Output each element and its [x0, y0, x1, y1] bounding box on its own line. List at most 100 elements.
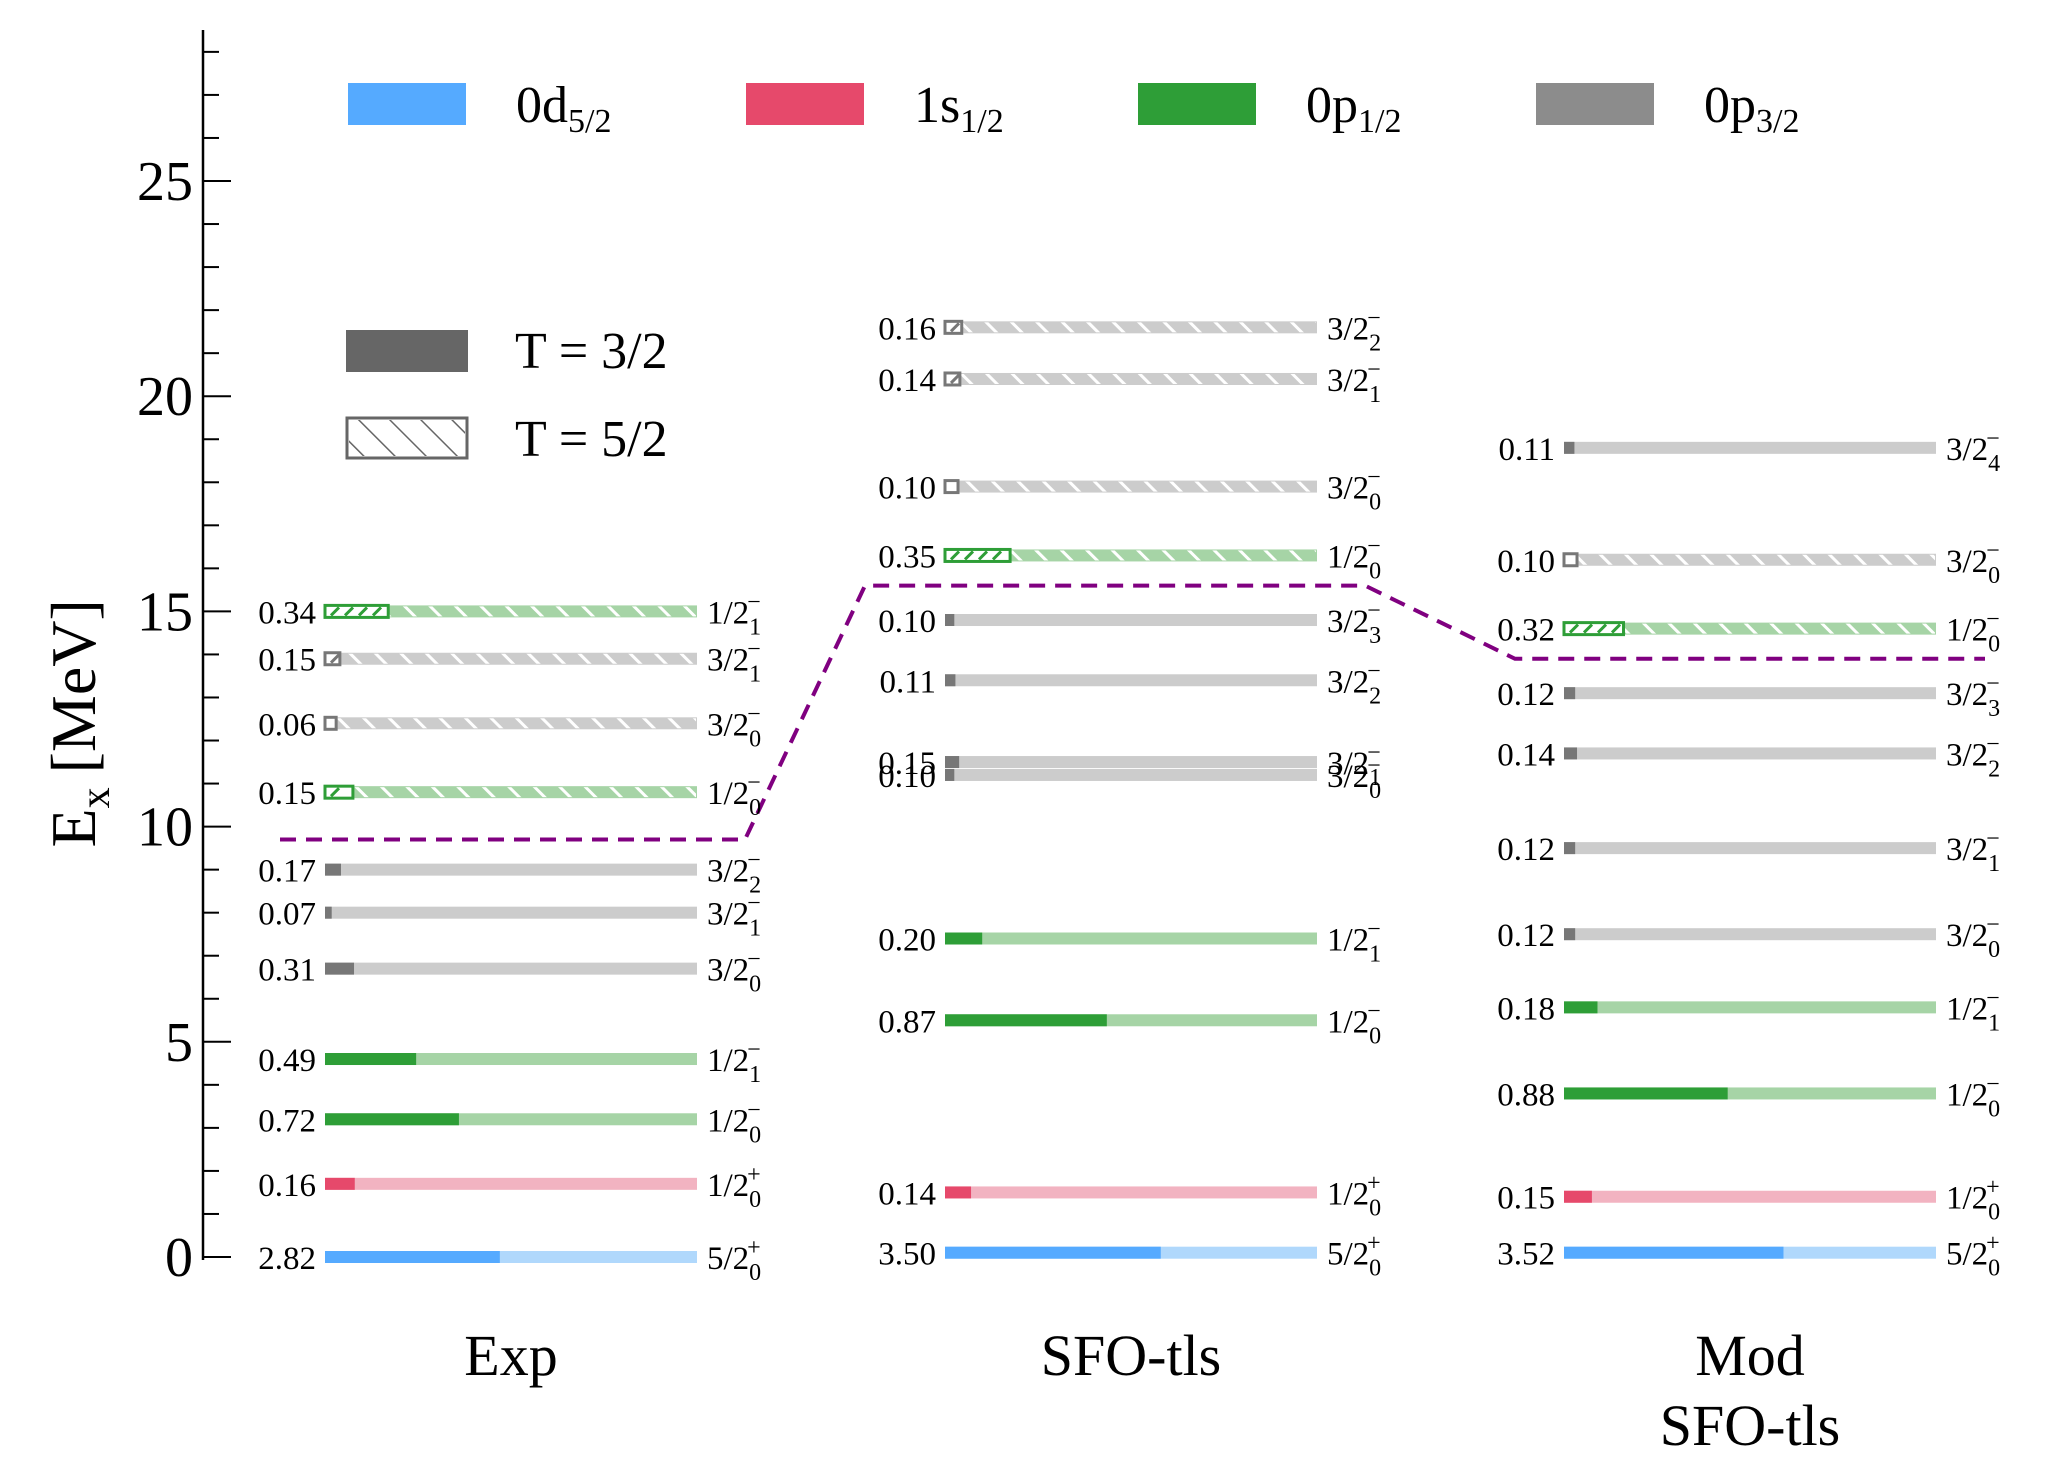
- jpi-label: 1/20+: [707, 1162, 761, 1213]
- level-hatch: [326, 787, 696, 798]
- strength-hatch: [371, 606, 383, 617]
- jpi-label: 1/21−: [1946, 985, 2000, 1036]
- sf-label: 0.14: [1497, 737, 1555, 773]
- level-bar: [325, 906, 697, 919]
- jpi-label: 5/20+: [1946, 1231, 2000, 1282]
- column-label: SFO-tls: [1041, 1323, 1222, 1388]
- jpi-label: 3/20−: [1946, 538, 2000, 589]
- level: 0.10 3/23−: [878, 598, 1381, 649]
- sf-label: 0.18: [1497, 991, 1555, 1027]
- threshold-lines: [280, 583, 1985, 842]
- jpi-label: 3/20−: [707, 947, 761, 998]
- sf-label: 0.10: [1497, 544, 1555, 580]
- level: 0.11 3/22−: [879, 658, 1381, 709]
- legend-swatch-s12: [746, 83, 864, 125]
- strength-hatch: [949, 322, 961, 333]
- sf-label: 0.17: [258, 854, 316, 890]
- legend-swatch-t52-hatch: [349, 420, 465, 456]
- level-bar: [945, 674, 1317, 687]
- jpi-label: 1/20−: [1327, 998, 1381, 1049]
- column-1: 2.82 5/20+ 0.16 1/20+ 0.72 1/20− 0.49 1/21− 0.31…: [258, 589, 761, 1286]
- threshold-line: [280, 583, 1985, 842]
- legend-label-isospin: T = 3/2: [515, 323, 668, 380]
- jpi-label: 3/20−: [707, 701, 761, 752]
- y-axis-title: Ex[MeV]: [38, 599, 119, 847]
- sf-label: 0.12: [1497, 677, 1555, 713]
- level-bar: [945, 756, 1317, 769]
- strength-bar: [945, 756, 960, 769]
- sf-label: 0.35: [878, 539, 936, 575]
- legend-label-isospin: T = 5/2: [515, 411, 668, 468]
- sf-label: 0.14: [878, 363, 936, 399]
- strength-hatch: [991, 550, 1003, 561]
- strength-bar: [325, 1177, 355, 1190]
- level: 0.15 3/21−: [878, 740, 1381, 791]
- level: 0.07 3/21−: [258, 891, 761, 942]
- strength-bar: [945, 768, 955, 781]
- level-bar: [945, 614, 1317, 627]
- sf-label: 0.15: [258, 776, 316, 812]
- strength-bar: [945, 674, 956, 687]
- strength-hatch: [963, 550, 975, 561]
- sf-label: 0.10: [878, 759, 936, 795]
- strength-bar: [325, 962, 355, 975]
- level: 0.10 3/20−: [878, 753, 1381, 804]
- jpi-label: 3/21−: [707, 637, 761, 688]
- level: 0.06 3/20−: [258, 701, 761, 752]
- sf-label: 0.10: [878, 471, 936, 507]
- strength-hatch: [949, 550, 961, 561]
- level-bar: [945, 932, 1317, 945]
- sf-label: 0.15: [258, 643, 316, 679]
- level: 0.72 1/20−: [258, 1097, 761, 1148]
- level-bar: [325, 962, 697, 975]
- strength-hatch: [329, 787, 341, 798]
- column-label: SFO-tls: [1660, 1393, 1841, 1458]
- column-3: 3.52 5/20+ 0.15 1/20+ 0.88 1/20− 0.18 1/21− 0.12…: [1497, 426, 2000, 1282]
- jpi-label: 1/20+: [1327, 1170, 1381, 1221]
- jpi-label: 3/21−: [1327, 357, 1381, 408]
- level: 0.14 3/22−: [1497, 731, 2000, 782]
- strength-bar: [1564, 747, 1578, 760]
- sf-label: 0.06: [258, 707, 316, 743]
- level: 0.17 3/22−: [258, 848, 761, 899]
- sf-label: 0.10: [878, 604, 936, 640]
- sf-label: 0.15: [1497, 1181, 1555, 1217]
- legend-swatch-d52: [348, 83, 466, 125]
- strength-bar: [325, 863, 341, 876]
- level-hatch: [326, 718, 696, 729]
- level: 0.11 3/24−: [1498, 426, 2000, 477]
- strength-bar: [1564, 687, 1576, 700]
- level: 0.88 1/20−: [1497, 1071, 2000, 1122]
- jpi-label: 3/23−: [1327, 598, 1381, 649]
- level-bar: [325, 1177, 697, 1190]
- strength-bar: [1564, 1087, 1728, 1100]
- sf-label: 0.14: [878, 1176, 936, 1212]
- strength-bar: [1564, 1246, 1784, 1259]
- level-bar: [1564, 1190, 1936, 1203]
- jpi-label: 1/21−: [707, 1037, 761, 1088]
- strength-hatch: [329, 606, 341, 617]
- strength-bar: [1562, 552, 1579, 568]
- level: 0.10 3/20−: [1497, 538, 2000, 589]
- level-bar: [945, 1186, 1317, 1199]
- level: 0.12 3/20−: [1497, 912, 2000, 963]
- level-bar: [1564, 687, 1936, 700]
- sf-label: 0.49: [258, 1043, 316, 1079]
- level-bar: [1564, 928, 1936, 941]
- jpi-label: 3/23−: [1946, 671, 2000, 722]
- jpi-label: 3/22−: [707, 848, 761, 899]
- level: 0.20 1/21−: [878, 917, 1381, 968]
- legend-label-p32: 0p3/2: [1704, 77, 1799, 140]
- strength-bar: [1564, 1001, 1598, 1014]
- y-axis: 0 5 10 15 20 25 Ex[MeV]: [38, 30, 231, 1289]
- level: 0.35 1/20−: [878, 533, 1381, 584]
- jpi-label: 1/20+: [1946, 1175, 2000, 1226]
- level: 0.16 3/22−: [878, 305, 1381, 356]
- y-tick-label: 5: [165, 1012, 193, 1074]
- level-bar: [945, 768, 1317, 781]
- sf-label: 3.52: [1497, 1237, 1555, 1273]
- level-hatch: [1565, 623, 1935, 634]
- level: 3.50 5/20+: [878, 1231, 1381, 1282]
- jpi-label: 3/21−: [707, 891, 761, 942]
